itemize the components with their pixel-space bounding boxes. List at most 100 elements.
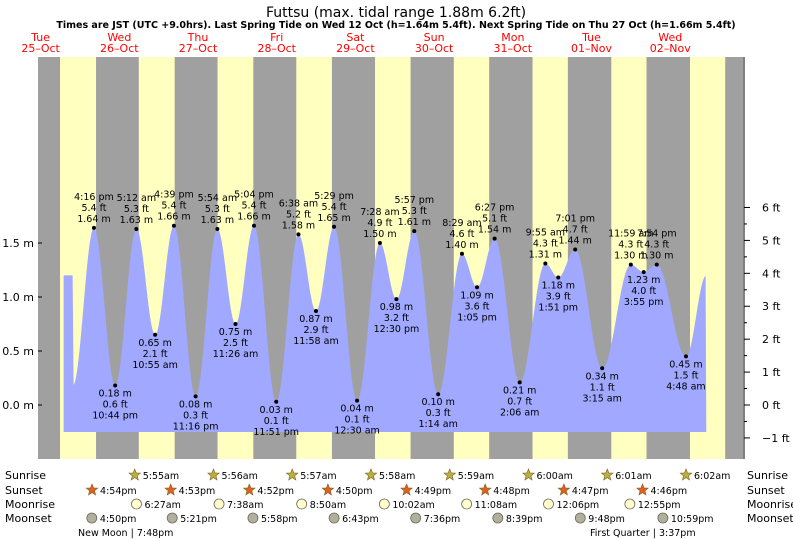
moonrise-icon	[543, 498, 554, 510]
tide-label: 4.7 ft	[563, 224, 588, 235]
row-label-right: Moonrise	[747, 498, 793, 511]
sunrise-time: 5:58am	[379, 471, 415, 482]
tide-label: 11:26 am	[213, 349, 258, 360]
day-header-dow: Mon	[501, 31, 524, 44]
moonset-icon	[86, 512, 98, 524]
tide-label: 12:30 am	[334, 426, 379, 437]
tide-point	[394, 297, 399, 302]
left-tick-label: 1.5 m	[2, 237, 34, 250]
tide-label: 1.23 m	[627, 275, 660, 286]
tide-label: 3.2 ft	[384, 313, 409, 324]
tide-label: 0.3 ft	[426, 408, 451, 419]
left-tick-label: 0.5 m	[2, 345, 34, 358]
tide-label: 0.65 m	[138, 338, 171, 349]
tide-label: 5.2 ft	[286, 209, 311, 220]
tide-point	[475, 285, 480, 290]
moonset-time: 6:43pm	[342, 514, 379, 525]
right-tick-label: 0 ft	[762, 399, 781, 412]
tide-label: 5:29 pm	[314, 191, 354, 202]
tide-label: 1.65 m	[317, 213, 350, 224]
tide-label: 0.98 m	[380, 302, 413, 313]
moonset-time: 10:59pm	[671, 514, 714, 525]
tide-label: 1.66 m	[157, 212, 190, 223]
tide-label: 5:12 am	[117, 193, 156, 204]
row-label-left: Sunset	[5, 484, 43, 497]
tide-label: 7:28 am	[360, 207, 399, 218]
tide-label: 11:16 pm	[173, 421, 219, 432]
day-header-date: 30–Oct	[415, 42, 454, 55]
tide-label: 0.34 m	[585, 371, 618, 382]
sunset-time: 4:48pm	[493, 486, 530, 497]
tide-label: 3:15 am	[582, 393, 621, 404]
tide-point	[355, 398, 360, 403]
moonset-time: 8:39pm	[506, 514, 543, 525]
tide-label: 9:55 am	[526, 228, 565, 239]
tide-label: 5.3 ft	[124, 204, 149, 215]
moonset-time: 9:48pm	[588, 514, 625, 525]
right-tick-label: 6 ft	[762, 201, 781, 214]
tide-point	[573, 247, 578, 252]
moonrise-icon	[213, 498, 225, 510]
tide-label: 1.66 m	[237, 212, 270, 223]
tide-label: 0.08 m	[179, 399, 212, 410]
moonrise-time: 8:50am	[310, 500, 346, 511]
moonset-icon	[247, 512, 259, 524]
moonrise-time: 12:06pm	[557, 500, 600, 511]
tide-point	[91, 225, 96, 230]
tide-label: 0.3 ft	[183, 410, 208, 421]
right-tick-label: 5 ft	[762, 234, 781, 247]
left-tick-label: 1.0 m	[2, 291, 34, 304]
tide-label: 7:01 pm	[555, 213, 595, 224]
row-label-right: Moonset	[747, 512, 793, 525]
right-tick-label: 3 ft	[762, 300, 781, 313]
tide-point	[134, 226, 139, 231]
tide-point	[628, 262, 633, 267]
moonrise-icon	[378, 498, 390, 510]
night-band	[725, 57, 743, 459]
moonset-icon	[574, 512, 586, 524]
day-header-date: 31–Oct	[494, 42, 533, 55]
tide-label: 4.3 ft	[644, 240, 669, 251]
moonset-icon	[328, 512, 340, 524]
tide-label: 5:54 am	[198, 193, 237, 204]
tide-point	[113, 383, 118, 388]
tide-point	[377, 241, 382, 245]
tide-label: 4:16 pm	[74, 192, 114, 203]
row-label-left: Moonset	[5, 512, 52, 525]
tide-label: 1.54 m	[478, 225, 511, 236]
right-tick-label: 4 ft	[762, 267, 781, 280]
tide-label: 0.7 ft	[507, 396, 532, 407]
tide-area	[63, 225, 707, 432]
tide-label: 1.30 m	[640, 251, 673, 262]
tide-label: 1.61 m	[398, 217, 431, 228]
sunrise-time: 6:01am	[615, 471, 651, 482]
day-header-date: 25–Oct	[21, 42, 60, 55]
tide-label: 1.40 m	[445, 240, 478, 251]
axes: 1.5 m 1.0 m 0.5 m 0.0 m 6 ft 5 ft 4 ft 3 ft 2 ft…	[2, 57, 790, 459]
tide-label: 3.9 ft	[546, 292, 571, 303]
tide-point	[436, 392, 441, 397]
day-header-date: 26–Oct	[100, 42, 139, 55]
tide-label: 4.9 ft	[367, 218, 392, 229]
moonrise-time: 6:27am	[144, 500, 180, 511]
sunset-time: 4:47pm	[572, 486, 609, 497]
day-header-dow: Tue	[30, 31, 50, 44]
moonrise-icon	[131, 498, 142, 510]
tide-label: 4:39 pm	[154, 190, 194, 201]
tide-label: 1.63 m	[201, 215, 234, 226]
tide-label: 2.9 ft	[303, 325, 328, 336]
tide-label: 10:55 am	[132, 360, 177, 371]
tide-label: 5.1 ft	[482, 214, 507, 225]
tide-label: 1.1 ft	[590, 382, 615, 393]
row-label-left: Moonrise	[5, 498, 55, 511]
day-header-dow: Thu	[187, 31, 209, 44]
tide-point	[193, 394, 198, 399]
day-header-date: 28–Oct	[257, 42, 296, 55]
right-tick-label: 1 ft	[762, 366, 781, 379]
tide-label: 6:38 am	[279, 198, 318, 209]
tide-label: 1.31 m	[529, 250, 562, 261]
tide-point	[543, 261, 548, 266]
sunset-time: 4:53pm	[179, 486, 216, 497]
tide-label: 0.21 m	[503, 385, 536, 396]
